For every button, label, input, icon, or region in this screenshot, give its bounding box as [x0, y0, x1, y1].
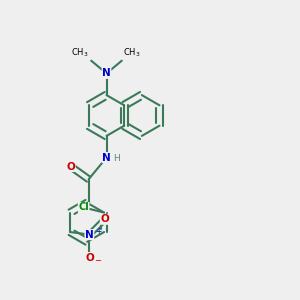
- Text: CH$_3$: CH$_3$: [123, 47, 141, 59]
- Text: N: N: [102, 153, 111, 163]
- Text: +: +: [95, 227, 101, 236]
- Text: N: N: [85, 230, 94, 240]
- Text: Cl: Cl: [78, 202, 89, 212]
- Text: N: N: [102, 68, 111, 78]
- Text: O: O: [85, 253, 94, 262]
- Text: H: H: [113, 154, 120, 163]
- Text: O: O: [66, 161, 75, 172]
- Text: CH$_3$: CH$_3$: [71, 47, 88, 59]
- Text: −: −: [94, 256, 101, 265]
- Text: O: O: [100, 214, 109, 224]
